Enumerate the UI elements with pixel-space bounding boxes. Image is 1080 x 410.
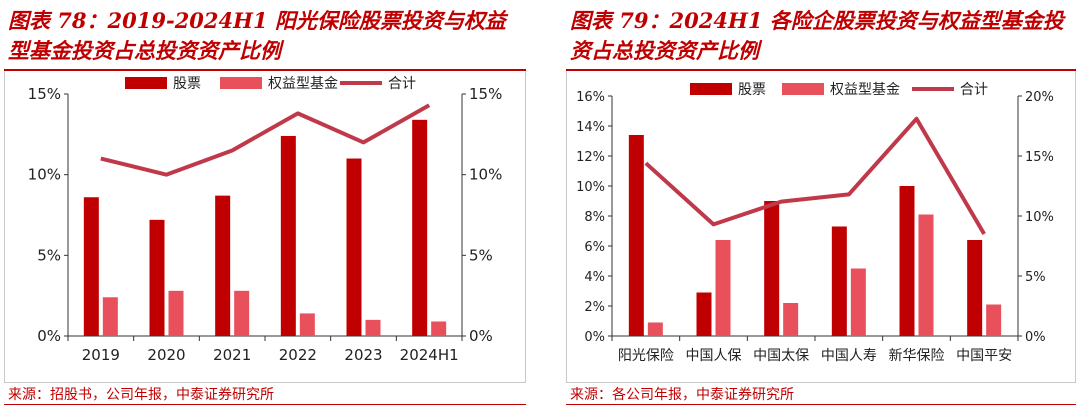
legend-swatch-stock: [690, 83, 732, 95]
bar-fund: [918, 214, 934, 336]
legend-label-fund: 权益型基金: [830, 81, 900, 98]
bar-fund: [783, 303, 799, 336]
y-left-tick-label: 10%: [28, 166, 61, 184]
bar-stock: [412, 119, 428, 337]
legend-swatch-stock: [125, 77, 167, 89]
legend-label-stock: 股票: [738, 82, 766, 98]
y-right-tick-label: 10%: [469, 166, 502, 184]
x-tick-label: 2019: [82, 346, 120, 364]
y-right-tick-label: 0%: [1025, 330, 1046, 345]
y-left-tick-label: 0%: [37, 327, 61, 345]
y-left-tick-label: 16%: [576, 90, 605, 105]
y-left-tick-label: 12%: [576, 150, 605, 165]
y-left-tick-label: 0%: [584, 330, 605, 345]
bar-stock: [83, 197, 99, 336]
bar-stock: [831, 226, 847, 336]
legend-label-total: 合计: [960, 82, 988, 98]
bar-fund: [986, 304, 1002, 336]
right-footer-rule: [566, 404, 1076, 405]
legend-label-fund: 权益型基金: [268, 75, 338, 92]
x-tick-label: 中国平安: [956, 348, 1012, 364]
bar-stock: [696, 292, 712, 336]
y-left-tick-label: 10%: [576, 180, 605, 195]
right-title-rule: [566, 69, 1076, 71]
x-tick-label: 中国人保: [686, 348, 742, 364]
y-right-tick-label: 5%: [1025, 270, 1046, 285]
bar-fund: [234, 290, 250, 336]
right-chart-frame: [566, 71, 1076, 383]
left-title-rule: [4, 69, 526, 71]
y-right-tick-label: 10%: [1025, 210, 1054, 225]
y-right-tick-label: 15%: [469, 85, 502, 103]
bar-stock: [280, 135, 296, 336]
left-chart-frame: [4, 71, 526, 383]
bar-stock: [149, 219, 165, 336]
bar-fund: [299, 313, 315, 336]
bar-fund: [431, 321, 447, 336]
bar-stock: [764, 201, 780, 336]
bar-stock: [346, 158, 362, 336]
bar-fund: [850, 268, 866, 336]
y-left-tick-label: 6%: [584, 240, 605, 255]
bar-fund: [102, 297, 118, 336]
x-tick-label: 2023: [344, 346, 382, 364]
bar-fund: [365, 319, 381, 336]
y-left-tick-label: 14%: [576, 120, 605, 135]
left-source-note: 来源：招股书，公司年报，中泰证券研究所: [8, 387, 274, 403]
right-chart-title: 图表 79：2024H1 各险企股票投资与权益型基金投资占总投资资产比例: [570, 8, 1064, 63]
x-tick-label: 中国太保: [753, 348, 809, 364]
legend-label-stock: 股票: [173, 76, 201, 92]
right-source-note: 来源：各公司年报，中泰证券研究所: [570, 387, 794, 403]
line-total: [644, 116, 986, 236]
y-left-tick-label: 4%: [584, 270, 605, 285]
x-tick-label: 中国人寿: [821, 347, 877, 364]
y-left-tick-label: 15%: [28, 85, 61, 103]
y-left-tick-label: 8%: [584, 210, 605, 225]
legend-label-total: 合计: [388, 76, 416, 92]
x-tick-label: 2022: [279, 346, 317, 364]
bar-stock: [628, 135, 644, 336]
left-chart-panel: 图表 78：2019-2024H1 阳光保险股票投资与权益型基金投资占总投资资产…: [0, 0, 530, 410]
bar-fund: [168, 290, 184, 336]
bar-stock: [215, 195, 231, 336]
left-chart: 0% 5% 10% 15% 0% 5% 10% 15% 2019 2020 2021 2022 2023…: [28, 75, 503, 364]
legend-swatch-fund: [782, 83, 824, 95]
y-left-tick-label: 2%: [584, 300, 605, 315]
bar-stock: [899, 186, 915, 336]
line-total: [100, 103, 431, 177]
bar-fund: [715, 240, 731, 336]
y-right-tick-label: 20%: [1025, 90, 1054, 105]
x-tick-label: 阳光保险: [618, 348, 674, 364]
left-footer-rule: [4, 404, 526, 405]
right-chart-panel: 图表 79：2024H1 各险企股票投资与权益型基金投资占总投资资产比例 0% 2…: [562, 0, 1080, 410]
y-right-tick-label: 0%: [469, 327, 493, 345]
x-tick-label: 2021: [213, 346, 251, 364]
y-right-tick-label: 5%: [469, 246, 493, 264]
bar-fund: [647, 322, 663, 336]
bar-stock: [967, 240, 983, 336]
y-left-tick-label: 5%: [37, 246, 61, 264]
x-tick-label: 2020: [147, 346, 185, 364]
x-tick-label: 新华保险: [889, 348, 945, 364]
left-chart-title: 图表 78：2019-2024H1 阳光保险股票投资与权益型基金投资占总投资资产…: [8, 8, 506, 63]
right-chart: 0%2%4%6%8%10%12%14%16%0%5%10%15%20%阳光保险中…: [576, 81, 1054, 364]
y-right-tick-label: 15%: [1025, 150, 1054, 165]
legend-swatch-fund: [220, 77, 262, 89]
x-tick-label: 2024H1: [400, 346, 459, 364]
